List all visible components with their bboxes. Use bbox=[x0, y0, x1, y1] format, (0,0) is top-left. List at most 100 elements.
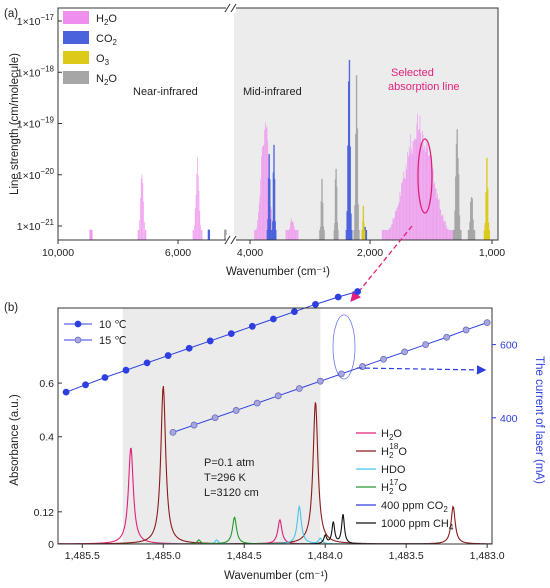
tuning-point bbox=[354, 288, 361, 295]
y2-axis-b: 400 600 bbox=[492, 340, 518, 425]
tuning-point bbox=[316, 377, 324, 385]
species-legend-label: 400 ppm CO2 bbox=[381, 500, 448, 514]
x-tick-label-b: 1,483.5 bbox=[389, 550, 424, 562]
y-tick-label-a: 1×10−18 bbox=[17, 64, 55, 79]
species-legend-label: H218O bbox=[381, 442, 407, 460]
tuning-point bbox=[190, 421, 198, 429]
legend-label-n2o: N2O bbox=[96, 73, 117, 87]
y-tick-label-b: 0.4 bbox=[39, 432, 54, 444]
band-co2 bbox=[266, 153, 272, 240]
tuning-point bbox=[169, 429, 177, 436]
panel-b-label: (b) bbox=[4, 302, 18, 314]
selected-line-ellipse bbox=[417, 138, 433, 214]
tuning-point bbox=[82, 381, 89, 389]
condition-pressure: P=0.1 atm bbox=[204, 457, 254, 469]
tuning-point bbox=[185, 344, 193, 352]
legend-label-h2o: H2O bbox=[96, 13, 117, 27]
species-legend-label: H217O bbox=[381, 478, 407, 496]
plot-frame-b bbox=[57, 307, 493, 545]
temperature-legend: 10 ℃ 15 ℃ bbox=[64, 319, 127, 347]
tuning-point bbox=[62, 388, 70, 396]
band-co2 bbox=[345, 59, 353, 240]
band-h2o bbox=[137, 174, 147, 240]
condition-path-length: L=3120 cm bbox=[204, 487, 259, 499]
band-n2o bbox=[353, 75, 360, 240]
band-h2o bbox=[285, 218, 299, 240]
temp-legend-marker bbox=[74, 320, 82, 328]
x-tick-label-b: 1,485.5 bbox=[65, 550, 100, 562]
tuning-point bbox=[401, 348, 408, 356]
x-tick-label-a: 6,000 bbox=[165, 247, 191, 259]
tuning-point bbox=[312, 300, 319, 308]
x-tick-label-b: 1,484.5 bbox=[227, 550, 262, 562]
species-legend-label: 1000 ppm CH4 bbox=[381, 518, 454, 532]
temp-legend-label: 15 ℃ bbox=[99, 335, 127, 347]
tuning-point bbox=[274, 392, 282, 400]
band-co2 bbox=[207, 229, 211, 240]
temp-legend-marker bbox=[74, 336, 82, 344]
x-axis-title-b: Wavenumber (cm⁻¹) bbox=[224, 570, 328, 582]
y-axis-b: 0 0.12 0.4 0.6 bbox=[34, 378, 62, 551]
legend-a: H2O CO2 O3 N2O bbox=[63, 11, 118, 87]
legend-swatch-n2o bbox=[63, 71, 89, 84]
series-o3 bbox=[361, 157, 491, 240]
y-axis-title-a: Line strength (cm/molecule) bbox=[9, 53, 21, 195]
legend-swatch-h2o bbox=[63, 11, 89, 24]
mid-infrared-region bbox=[234, 8, 498, 240]
band-n2o bbox=[319, 178, 325, 240]
tuning-point bbox=[248, 322, 256, 330]
band-layer bbox=[89, 59, 491, 240]
tuning-point bbox=[232, 407, 240, 414]
y-tick-label-b: 0.6 bbox=[39, 378, 54, 390]
tuning-arrow bbox=[356, 365, 487, 375]
tuning-line-15c bbox=[172, 322, 488, 433]
annotation-selected-line1: Selected bbox=[391, 67, 434, 79]
series-n2o bbox=[224, 75, 476, 240]
y-tick-label-a: 1×10−20 bbox=[17, 167, 55, 182]
region-label-near-infrared: Near-infrared bbox=[133, 86, 198, 98]
x-tick-label-a: 2,000 bbox=[357, 247, 383, 259]
band-n2o bbox=[467, 197, 476, 240]
y-axis-title-b: Absorbance (a.u.) bbox=[9, 394, 21, 486]
series-co2 bbox=[207, 59, 368, 240]
tuning-point bbox=[295, 385, 303, 392]
band-h2o bbox=[381, 113, 456, 240]
x-tick-label-b: 1,484.0 bbox=[308, 550, 343, 562]
series-h2o bbox=[89, 113, 456, 240]
band-n2o bbox=[333, 168, 339, 240]
y-tick-label-a: 1×10−17 bbox=[17, 13, 55, 28]
conditions-box: P=0.1 atm T=296 K L=3120 cm bbox=[204, 457, 259, 499]
axis-break-marks bbox=[224, 3, 237, 245]
y-axis-a: 1×10−17 1×10−18 1×10−19 1×10−20 1×10−21 bbox=[17, 13, 62, 233]
tuning-point bbox=[211, 414, 219, 422]
tuning-point bbox=[164, 352, 172, 359]
x-tick-label-b: 1,485.0 bbox=[146, 550, 181, 562]
y2-axis-title-b: The current of laser (mA) bbox=[533, 356, 545, 484]
y-tick-label-b: 0 bbox=[48, 539, 54, 551]
tuning-window-region bbox=[122, 308, 321, 544]
tuning-point bbox=[206, 337, 214, 345]
y-tick-label-a: 1×10−19 bbox=[17, 116, 55, 131]
tuning-point bbox=[269, 315, 277, 323]
band-n2o bbox=[452, 129, 462, 240]
band-o3 bbox=[361, 205, 366, 240]
x-tick-label-a: 10,000 bbox=[42, 247, 74, 259]
tuning-point bbox=[462, 326, 470, 334]
y-tick-label-a: 1×10−21 bbox=[17, 218, 55, 233]
x-axis-title-a: Wavenumber (cm⁻¹) bbox=[226, 266, 330, 278]
band-co2 bbox=[271, 144, 277, 240]
y2-tick-label-b: 600 bbox=[500, 340, 518, 352]
tuning-point bbox=[227, 330, 235, 338]
x-tick-label-a: 1,000 bbox=[479, 247, 505, 259]
selected-tuning-ellipse bbox=[332, 314, 356, 380]
tuning-point bbox=[101, 374, 109, 381]
tuning-point bbox=[483, 319, 491, 327]
tuning-point bbox=[380, 355, 387, 363]
laser-tuning-lines bbox=[62, 288, 491, 436]
legend-label-co2: CO2 bbox=[96, 33, 118, 47]
legend-swatch-o3 bbox=[63, 51, 89, 64]
panel-a: (a) 1×10−171×10−181×10−191×10−201×10−21 … bbox=[4, 3, 505, 278]
